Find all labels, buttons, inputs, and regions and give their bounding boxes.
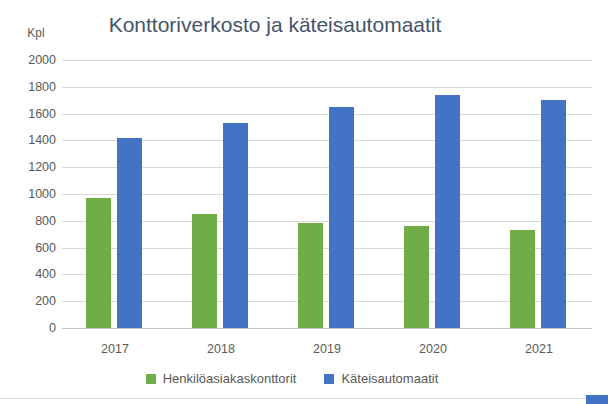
bar-series2-2017 bbox=[117, 138, 142, 328]
legend-label: Käteisautomaatit bbox=[341, 371, 438, 386]
x-axis-line bbox=[62, 328, 592, 329]
chart-title: Konttoriverkosto ja käteisautomaatit bbox=[35, 13, 515, 37]
window-bottom-border bbox=[0, 398, 608, 399]
bar-series1-2018 bbox=[192, 214, 217, 328]
y-tick-label: 1200 bbox=[0, 159, 56, 175]
legend-swatch-1 bbox=[146, 374, 156, 384]
x-tick-label: 2021 bbox=[499, 341, 579, 357]
gridline bbox=[62, 87, 592, 88]
legend-item: Henkilöasiakaskonttorit bbox=[146, 371, 297, 386]
legend-swatch-2 bbox=[324, 374, 334, 384]
x-tick-label: 2017 bbox=[75, 341, 155, 357]
y-tick-label: 800 bbox=[0, 213, 56, 229]
y-tick-label: 1400 bbox=[0, 132, 56, 148]
y-tick-label: 200 bbox=[0, 293, 56, 309]
bar-series2-2019 bbox=[329, 107, 354, 328]
y-tick-label: 1800 bbox=[0, 79, 56, 95]
y-tick-label: 1600 bbox=[0, 106, 56, 122]
y-tick-label: 1000 bbox=[0, 186, 56, 202]
bar-series1-2017 bbox=[86, 198, 111, 328]
chart-canvas: Kpl Konttoriverkosto ja käteisautomaatit… bbox=[0, 0, 608, 404]
bottom-right-blue-fragment bbox=[586, 395, 608, 404]
gridline bbox=[62, 60, 592, 61]
bar-series2-2020 bbox=[435, 95, 460, 328]
y-tick-label: 2000 bbox=[0, 52, 56, 68]
x-tick-label: 2019 bbox=[287, 341, 367, 357]
bar-series1-2019 bbox=[298, 223, 323, 328]
bar-series1-2021 bbox=[510, 230, 535, 328]
x-tick-label: 2018 bbox=[181, 341, 261, 357]
y-tick-label: 600 bbox=[0, 240, 56, 256]
x-tick-label: 2020 bbox=[393, 341, 473, 357]
bar-series2-2018 bbox=[223, 123, 248, 328]
legend-item: Käteisautomaatit bbox=[324, 371, 438, 386]
y-tick-label: 0 bbox=[0, 320, 56, 336]
bar-series1-2020 bbox=[404, 226, 429, 328]
legend-label: Henkilöasiakaskonttorit bbox=[163, 371, 297, 386]
gridline bbox=[62, 114, 592, 115]
legend: Henkilöasiakaskonttorit Käteisautomaatit bbox=[0, 371, 596, 386]
bar-series2-2021 bbox=[541, 100, 566, 328]
y-tick-label: 400 bbox=[0, 266, 56, 282]
